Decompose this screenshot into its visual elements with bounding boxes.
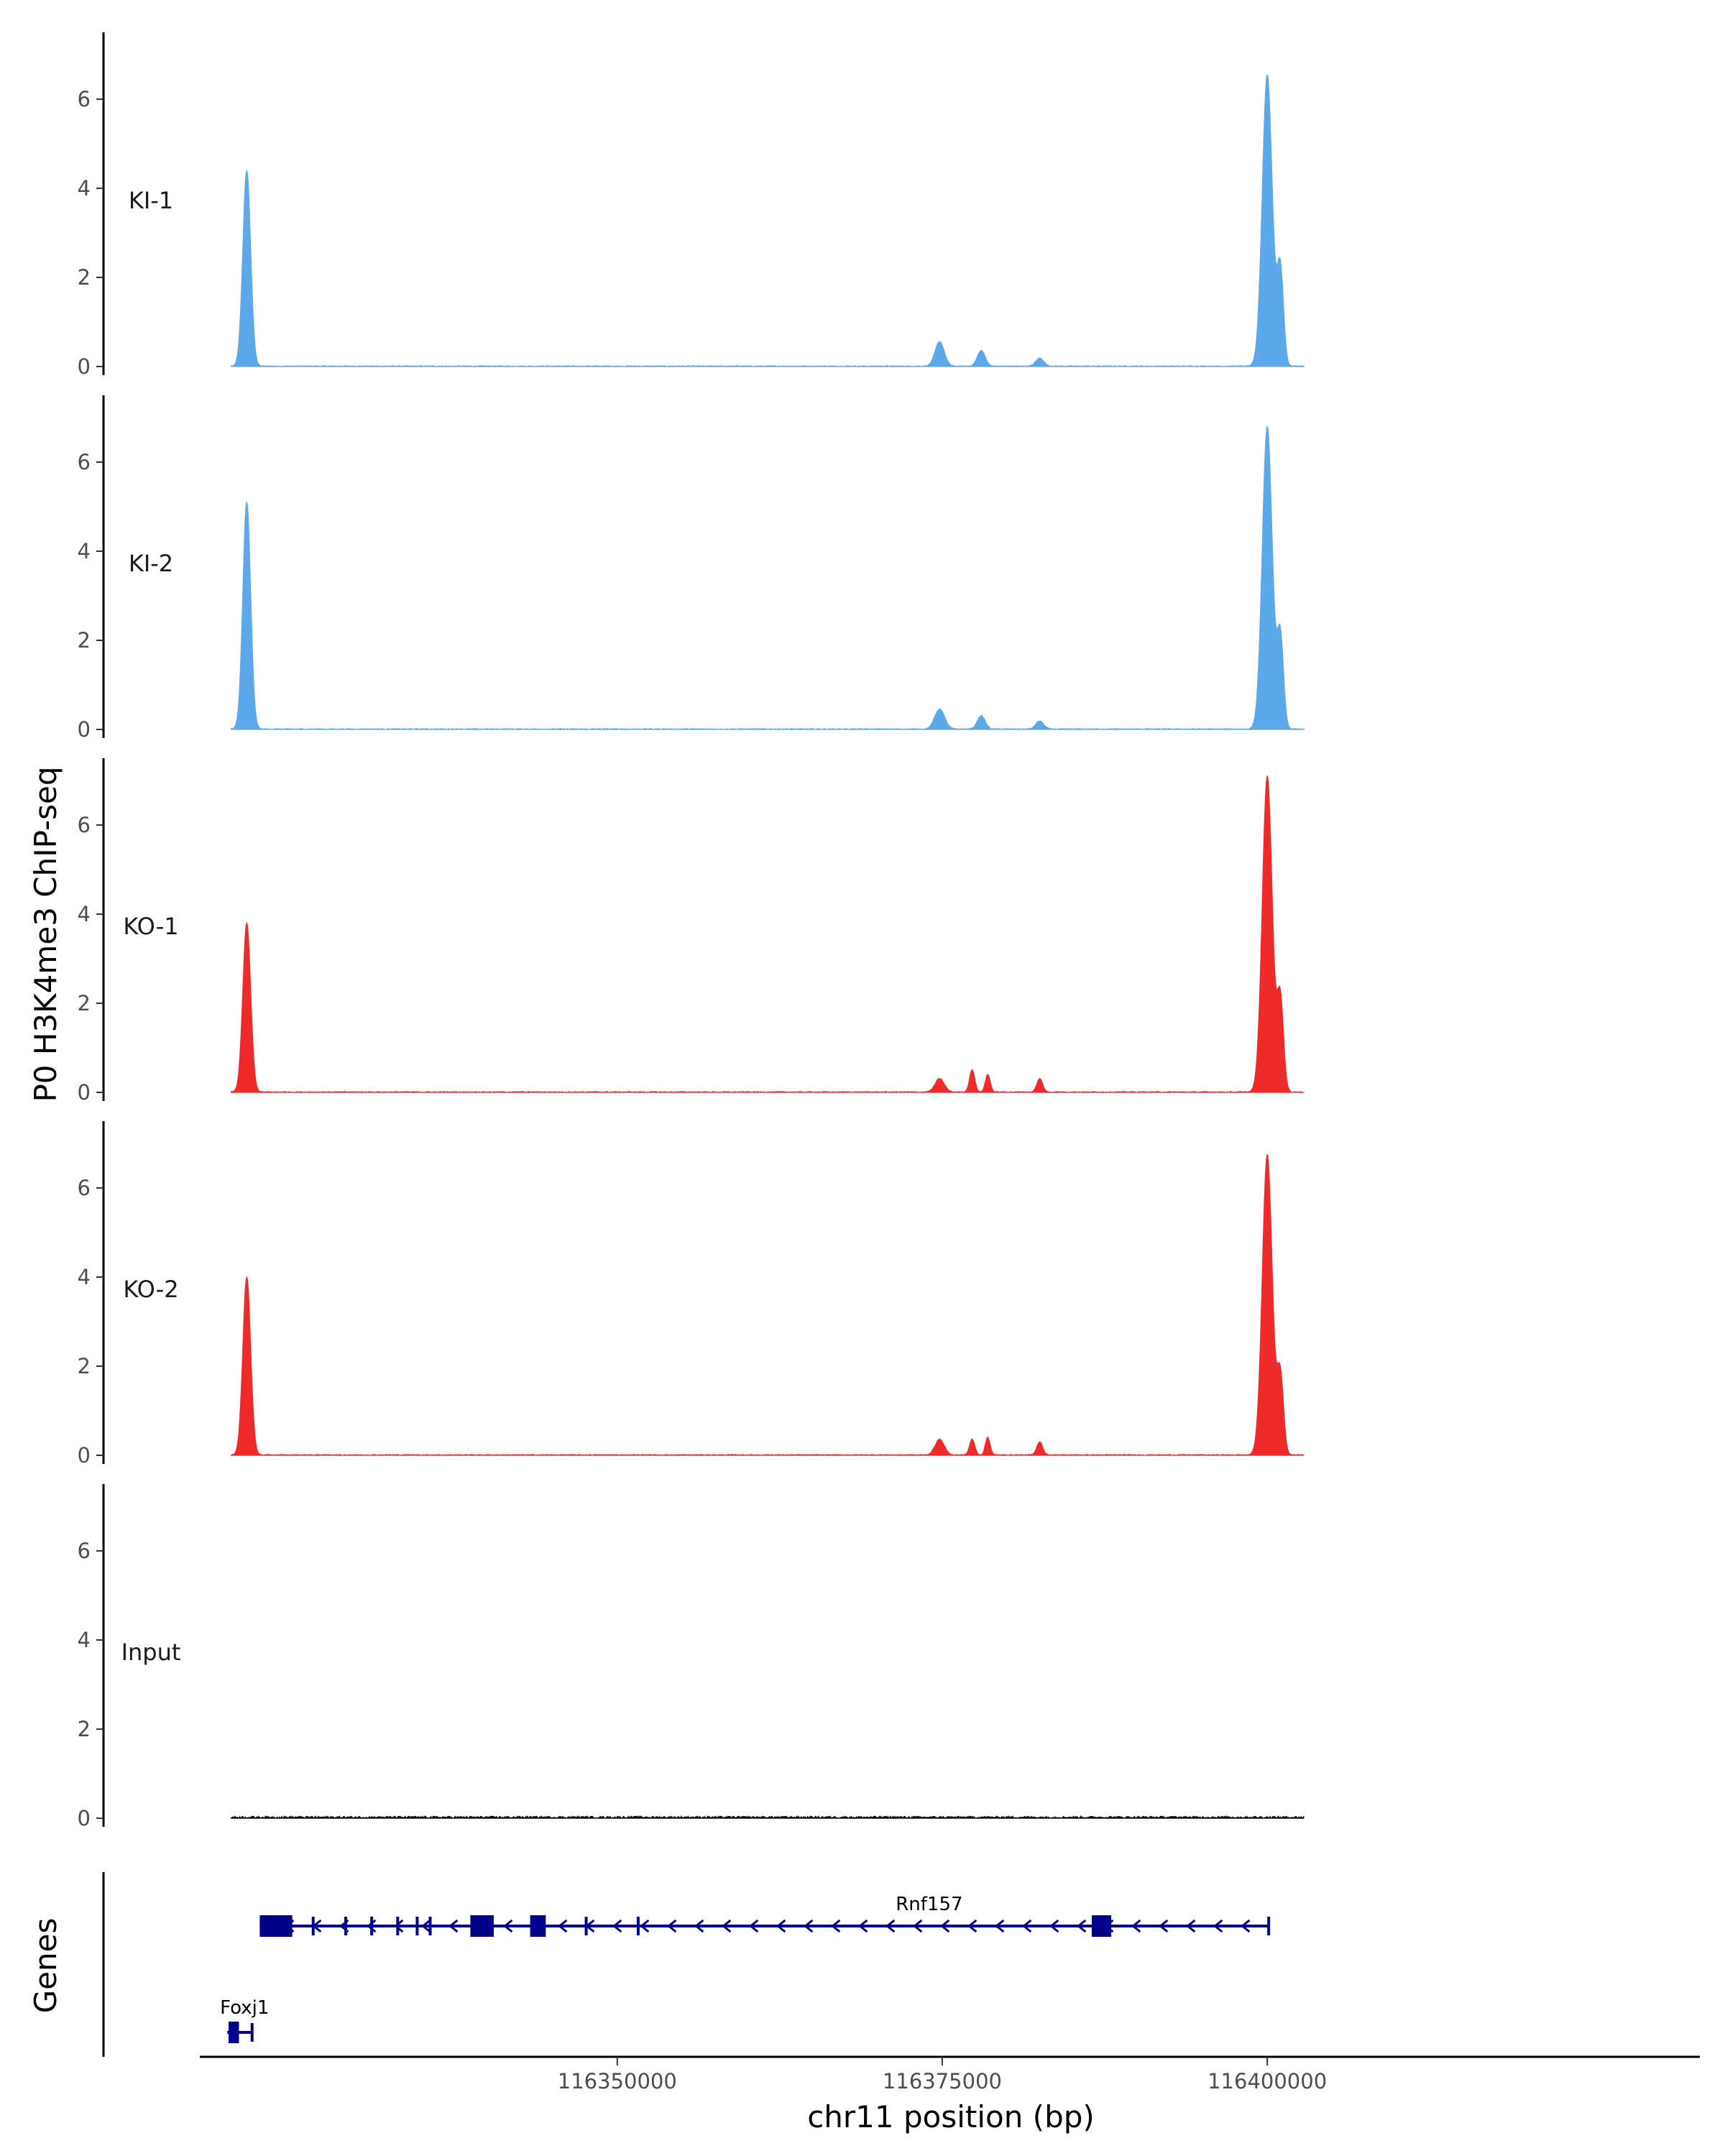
x-tick-label: 116350000 — [558, 2069, 677, 2093]
strand-chevron — [830, 1919, 841, 1933]
gene-exon — [530, 1915, 546, 1937]
strand-chevron — [912, 1919, 923, 1933]
gene-rnf157: Rnf157 — [259, 1894, 1271, 1937]
gene-exon — [1091, 1915, 1112, 1937]
strand-chevron — [994, 1919, 1005, 1933]
gene-name-label: Rnf157 — [896, 1894, 962, 1915]
gene-exon — [396, 1917, 400, 1935]
gene-name-label: Foxj1 — [220, 1997, 269, 2019]
strand-chevron — [1240, 1919, 1251, 1933]
gene-exon — [584, 1917, 588, 1935]
signal-area-ko-1 — [231, 775, 1305, 1093]
signal-area-ki-1 — [231, 74, 1305, 367]
gene-exon — [428, 1917, 432, 1935]
y-tick-label: 4 — [78, 1628, 91, 1652]
gene-exon — [415, 1917, 419, 1935]
gene-exon — [470, 1915, 494, 1937]
strand-chevron — [557, 1919, 568, 1933]
strand-chevron — [393, 1919, 404, 1933]
strand-chevron — [803, 1919, 814, 1933]
track-label: KI-2 — [129, 550, 173, 577]
track-input: 0 2 4 6 Input — [78, 1484, 1305, 1830]
y-tick-label: 4 — [78, 539, 91, 563]
strand-chevron — [694, 1919, 704, 1933]
y-tick-label: 4 — [78, 902, 91, 926]
gene-exon — [344, 1917, 347, 1935]
gene-exon — [1267, 1917, 1271, 1935]
track-label: KI-1 — [129, 187, 173, 214]
track-ki-2: 0 2 4 6 KI-2 — [78, 395, 1305, 742]
y-tick-label: 0 — [78, 354, 91, 379]
y-tick-label: 2 — [78, 628, 91, 653]
strand-chevron — [1021, 1919, 1032, 1933]
x-axis-title: chr11 position (bp) — [807, 2099, 1095, 2134]
strand-chevron — [885, 1919, 896, 1933]
strand-chevron — [748, 1919, 759, 1933]
y-tick-label: 6 — [78, 450, 91, 474]
gene-exon — [228, 2022, 239, 2043]
genes-track: Genes Foxj1 Rnf157 — [28, 1872, 1271, 2057]
gene-exon — [250, 2023, 254, 2042]
strand-chevron — [1158, 1919, 1169, 1933]
gene-exon — [636, 1917, 640, 1935]
strand-chevron — [666, 1919, 677, 1933]
track-ki-1: 0 2 4 6 KI-1 — [78, 32, 1305, 379]
genes-track-label: Genes — [28, 1918, 63, 2014]
strand-chevron — [857, 1919, 868, 1933]
track-ko-1: 0 2 4 6 KO-1 — [78, 758, 1305, 1105]
y-tick-label: 2 — [78, 265, 91, 290]
y-tick-label: 6 — [78, 87, 91, 111]
signal-area-input — [231, 1815, 1305, 1820]
signal-tracks: 0 2 4 6 KI-1 0 2 4 6 KI-2 0 2 4 6 KO-1 0 2 4 6 KO-2 0 2 4 6 Inpu… — [78, 32, 1305, 1830]
y-tick-label: 4 — [78, 176, 91, 201]
y-tick-label: 0 — [78, 1443, 91, 1468]
strand-chevron — [1076, 1919, 1087, 1933]
x-tick-label: 116400000 — [1208, 2069, 1327, 2093]
strand-chevron — [1131, 1919, 1141, 1933]
y-tick-label: 0 — [78, 717, 91, 742]
track-label: Input — [121, 1639, 181, 1666]
strand-chevron — [639, 1919, 650, 1933]
signal-area-ko-2 — [231, 1153, 1305, 1456]
y-tick-label: 0 — [78, 1080, 91, 1105]
y-axis-title: P0 H3K4me3 ChIP-seq — [28, 766, 63, 1102]
strand-chevron — [776, 1919, 786, 1933]
y-tick-label: 6 — [78, 1176, 91, 1200]
strand-chevron — [448, 1919, 459, 1933]
strand-chevron — [1213, 1919, 1223, 1933]
gene-exon — [370, 1917, 374, 1935]
x-axis: 116350000 116375000 116400000 — [200, 2055, 1700, 2093]
gene-exon — [259, 1915, 293, 1937]
strand-chevron — [612, 1919, 622, 1933]
strand-chevron — [967, 1919, 978, 1933]
strand-chevron — [721, 1919, 732, 1933]
y-tick-label: 6 — [78, 1539, 91, 1563]
track-ko-2: 0 2 4 6 KO-2 — [78, 1121, 1305, 1468]
track-label: KO-2 — [123, 1276, 178, 1303]
gene-foxj1: Foxj1 — [220, 1997, 269, 2043]
strand-chevron — [502, 1919, 513, 1933]
strand-chevron — [939, 1919, 950, 1933]
strand-chevron — [1049, 1919, 1059, 1933]
y-tick-label: 4 — [78, 1265, 91, 1289]
strand-chevron — [1185, 1919, 1196, 1933]
signal-area-ki-2 — [231, 425, 1305, 730]
track-label: KO-1 — [123, 913, 178, 940]
y-tick-label: 2 — [78, 1717, 91, 1741]
strand-chevron — [420, 1919, 431, 1933]
y-tick-label: 6 — [78, 813, 91, 837]
y-tick-label: 0 — [78, 1806, 91, 1830]
y-tick-label: 2 — [78, 1354, 91, 1378]
gene-exon — [311, 1917, 315, 1935]
x-tick-label: 116375000 — [883, 2069, 1002, 2093]
y-tick-label: 2 — [78, 991, 91, 1015]
